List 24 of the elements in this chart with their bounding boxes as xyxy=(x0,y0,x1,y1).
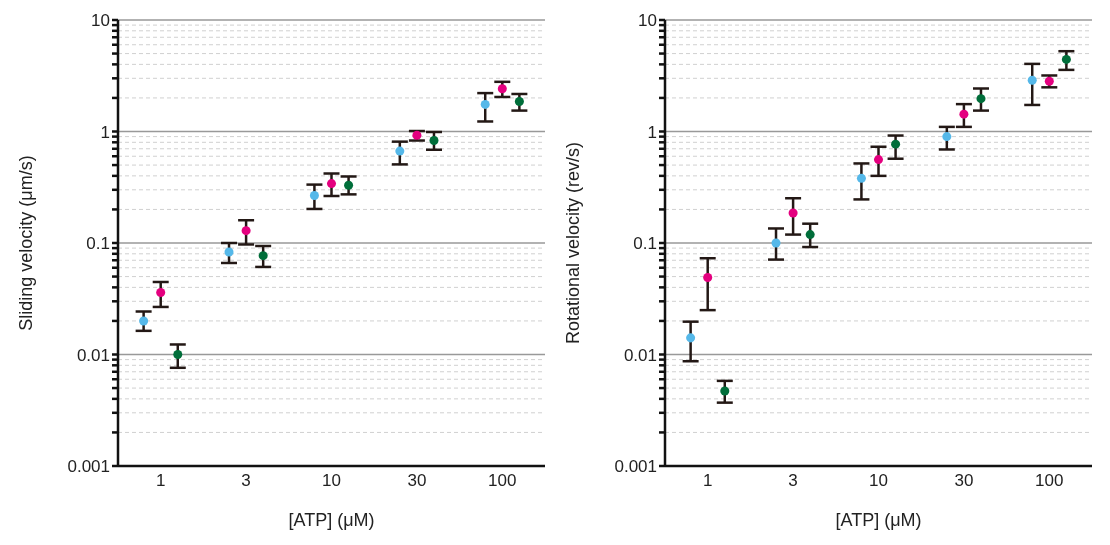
y-tick-label: 0.1 xyxy=(633,234,657,254)
x-tick-label: 10 xyxy=(869,471,888,491)
x-tick-label: 1 xyxy=(702,471,713,491)
x-tick-label: 100 xyxy=(1035,471,1064,491)
y-tick-label: 10 xyxy=(638,11,657,31)
y-tick-label: 1 xyxy=(647,122,657,142)
x-tick-label: 1 xyxy=(155,471,166,491)
x-axis-title: [ATP] (μM) xyxy=(835,510,922,530)
y-tick-label: 0.01 xyxy=(623,345,657,365)
y-tick-label: 0.001 xyxy=(67,457,110,477)
x-tick-label: 3 xyxy=(241,471,251,491)
y-tick-label: 10 xyxy=(91,11,110,31)
y-tick-label: 0.1 xyxy=(86,234,110,254)
x-axis-title: [ATP] (μM) xyxy=(288,510,375,530)
y-axis-title: Sliding velocity (μm/s) xyxy=(16,155,37,331)
x-tick-label: 30 xyxy=(407,471,427,491)
y-axis-title: Rotational velocity (rev/s) xyxy=(563,141,584,345)
y-tick-label: 1 xyxy=(100,122,110,142)
y-tick-label: 0.001 xyxy=(614,457,657,477)
x-tick-label: 3 xyxy=(788,471,798,491)
x-tick-label: 100 xyxy=(488,471,517,491)
x-tick-label: 30 xyxy=(954,471,974,491)
x-tick-label: 10 xyxy=(322,471,341,491)
y-tick-label: 0.01 xyxy=(76,345,110,365)
